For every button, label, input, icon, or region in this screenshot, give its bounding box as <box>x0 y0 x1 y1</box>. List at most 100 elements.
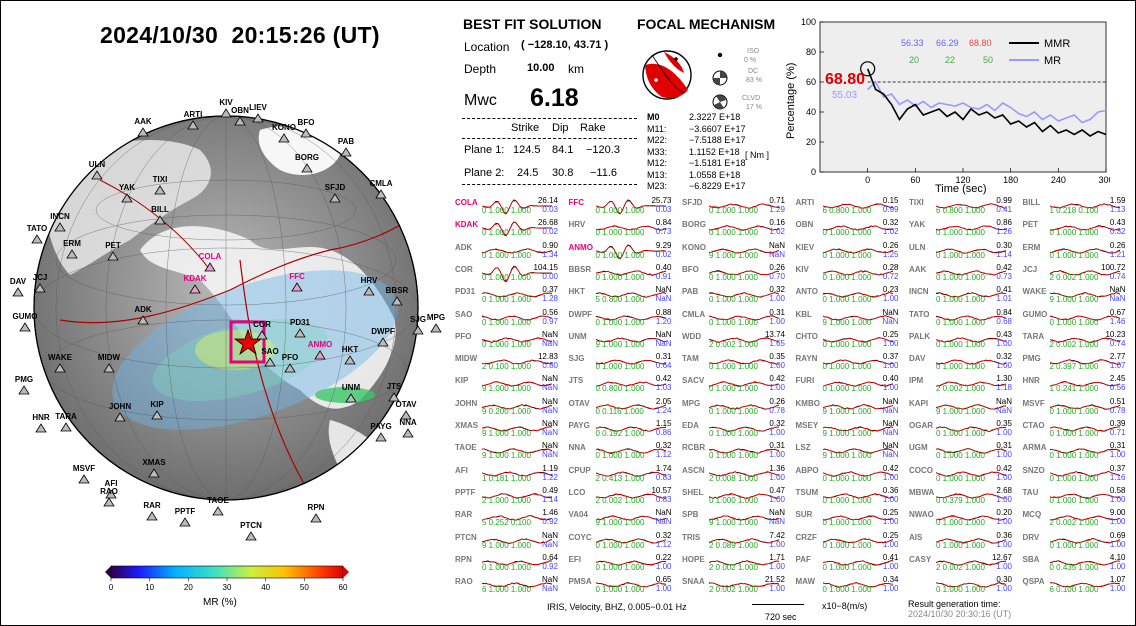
station-marker <box>107 251 119 261</box>
station-label: YAK <box>119 183 135 192</box>
station-code: PMG <box>1022 354 1041 364</box>
ratio-value: 0.73 <box>655 227 672 237</box>
station-label: TAOE <box>207 496 229 505</box>
ratio-value: NaN <box>541 584 558 594</box>
ratio-value: 1.00 <box>996 450 1012 460</box>
event-timestamp: 2024/10/30 20:15:26 (UT) <box>100 22 380 48</box>
tensor-key: M0 <box>647 112 660 122</box>
tensor-value: −7.5188 E+17 <box>689 135 746 145</box>
variance-value: 10.23 <box>1105 329 1126 339</box>
variance-value: 0.37 <box>1109 463 1126 473</box>
weight-values: 9 1.000 1.000 <box>482 429 531 438</box>
variance-value: NaN <box>995 396 1012 406</box>
station-code: BORG <box>682 220 706 230</box>
station-waveform: OGAR 0.35 1.00 0 1.000 1.000 <box>906 419 1046 439</box>
station-waveform: JOHN NaN NaN 9 0.200 1.000 <box>452 397 592 417</box>
station-waveform: NNA 0.32 1.12 0 1.000 1.000 <box>566 441 706 461</box>
weight-values: 5 0.800 1.000 <box>595 295 645 305</box>
waveform-trace <box>595 471 666 477</box>
station-label: BBSR <box>386 286 409 295</box>
waveform-trace <box>822 559 893 566</box>
station-code: VA04 <box>568 510 588 520</box>
station-waveform: AIS 0.36 1.00 0 1.000 1.000 <box>906 531 1046 551</box>
station-code: LSZ <box>795 443 811 453</box>
waveform-trace <box>1049 515 1120 521</box>
variance-value: NaN <box>882 396 899 406</box>
waveform-trace <box>709 448 779 454</box>
weight-values: 0 1.000 1.000 <box>822 540 872 550</box>
ratio-value: 0.64 <box>655 361 672 371</box>
ratio-value: 0.02 <box>542 227 558 237</box>
weight-values: 9 1.000 1.000 <box>822 451 872 461</box>
station-code: OGAR <box>909 421 933 430</box>
waveform-trace <box>822 582 893 588</box>
ratio-value: 1.00 <box>655 561 672 571</box>
station-waveform: OTAV 2.05 1.24 0 0.116 1.000 <box>566 397 706 417</box>
variance-value: 2.45 <box>1109 374 1126 384</box>
station-code: NNA <box>568 443 586 453</box>
variance-value: 26.68 <box>537 218 558 228</box>
station-waveform: MBWA 2.68 1.00 0 0.379 1.000 <box>906 486 1046 506</box>
ratio-value: NaN <box>768 249 785 259</box>
tensor-value: 2.3227 E+18 <box>689 112 741 122</box>
weight-values: 0 1.000 1.000 <box>595 250 645 260</box>
weight-values: 0 1.000 1.000 <box>822 585 872 595</box>
plane1-label: Plane 1: <box>464 144 505 156</box>
station-marker <box>220 108 232 118</box>
waveform-trace <box>482 359 552 365</box>
variance-value: 0.64 <box>542 552 558 562</box>
station-code: LCO <box>568 487 586 497</box>
ratio-value: 1.00 <box>769 494 785 504</box>
time-scale-label: 720 sec <box>765 612 797 622</box>
north-america <box>140 226 396 409</box>
variance-value: 1.15 <box>655 419 672 428</box>
station-code: AAK <box>909 264 927 274</box>
station-code: PMSA <box>568 577 592 587</box>
waveform-trace <box>822 336 893 343</box>
station-label: PD31 <box>290 318 311 327</box>
weight-values: 0 0.379 1.000 <box>936 495 985 505</box>
variance-value: NaN <box>768 240 785 250</box>
station-waveform: RAR 1.46 0.92 5 0.252 0.100 <box>452 508 592 528</box>
waveform-trace <box>595 403 666 410</box>
waveform-trace <box>709 515 779 521</box>
ratio-value: 0.78 <box>1109 405 1126 415</box>
station-code: JCJ <box>1022 264 1038 274</box>
depth-label: Depth <box>464 62 497 76</box>
station-code: KONO <box>682 242 706 252</box>
ratio-value: 1.29 <box>769 205 785 214</box>
station-waveform: KIP NaN NaN 9 1.000 1.000 <box>452 374 592 394</box>
station-marker <box>245 531 257 541</box>
station-marker <box>54 363 66 373</box>
station-waveform: COR 104.15 0.00 0 1.000 1.000 <box>452 263 592 283</box>
station-waveform: CRZF 0.25 1.00 0 1.000 1.000 <box>793 531 933 551</box>
small-label: 55.03 <box>832 90 857 101</box>
waveform-trace <box>936 426 1006 432</box>
ratio-value: 1.34 <box>542 249 558 259</box>
tensor-key: M12: <box>647 158 668 168</box>
weight-values: 0 1.000 1.000 <box>595 562 645 572</box>
ratio-value: 0.80 <box>542 361 558 371</box>
variance-value: 1.46 <box>542 508 558 518</box>
station-code: AFI <box>455 465 468 475</box>
station-code: DAV <box>909 354 926 364</box>
variance-value: 0.32 <box>655 530 672 540</box>
station-marker <box>148 468 160 478</box>
plane-header-dip: Dip <box>552 122 569 134</box>
waveform-trace <box>709 403 779 410</box>
waveform-trace <box>936 537 1006 544</box>
iso-icon <box>717 52 723 58</box>
weight-values: 0 1.000 1.000 <box>1049 250 1099 260</box>
waveform-trace <box>482 559 552 566</box>
station-waveform: KBL NaN NaN 9 1.000 1.000 <box>793 308 933 328</box>
station-code: SHEL <box>682 487 704 497</box>
station-label: OTAV <box>395 400 417 409</box>
weight-values: 9 1.000 1.000 <box>1049 295 1099 305</box>
plane1-dip: 84.1 <box>552 144 574 156</box>
variance-value: 0.56 <box>542 307 558 317</box>
weight-values: 0 1.000 1.000 <box>709 495 758 505</box>
weight-values: 0 1.000 1.000 <box>822 272 872 282</box>
station-label: KIV <box>219 98 233 107</box>
weight-values: 0 1.000 1.000 <box>822 228 872 238</box>
station-code: QSPA <box>1022 577 1045 587</box>
